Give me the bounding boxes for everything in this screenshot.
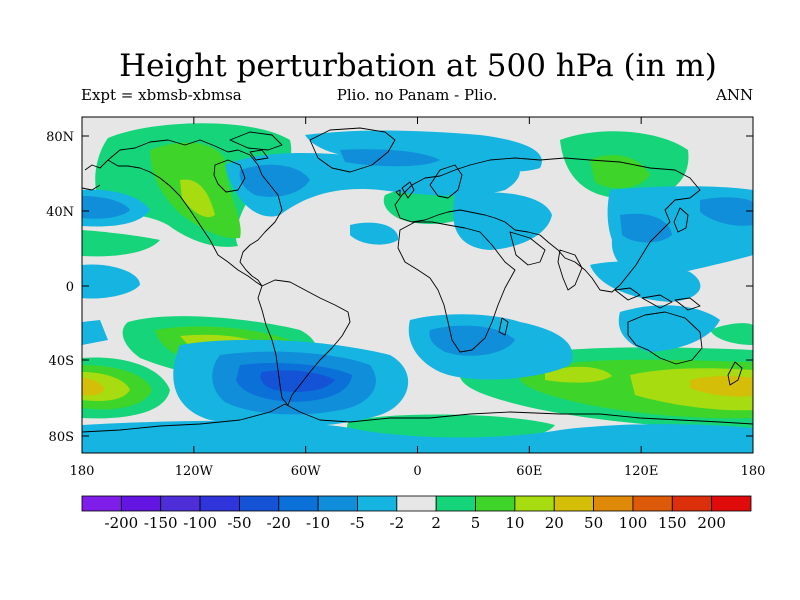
coastline-southeast-asia-islands [614,287,701,311]
coastline-alaska [82,159,109,191]
contour-fill [690,376,753,397]
colorbar-swatch [317,495,358,512]
colorbar-swatch [199,495,240,512]
contour-fill [82,264,140,299]
colorbar-swatch [671,495,713,512]
coastline-greenland [309,127,396,173]
longitude-axis: 180 120W 60W 0 60E 120E 180 [70,117,766,479]
colorbar-label: -20 [267,514,291,532]
contour-fill [239,164,310,197]
colorbar-label: -50 [227,514,251,532]
filled-contours [82,123,753,453]
contour-fill [82,230,160,257]
colorbar-label: 5 [471,514,481,532]
coastline-south-america [257,279,351,406]
colorbar-swatch [120,495,162,512]
colorbar-label: -2 [390,514,405,532]
contour-fill [82,378,104,396]
lon-label: 60E [516,464,542,479]
lat-label: 80S [49,430,74,445]
contour-fill [590,155,650,189]
colorbar-label: -100 [183,514,217,532]
colorbar-swatch [357,495,398,512]
colorbar-swatch [632,495,673,512]
coastline-japan [673,207,689,233]
latitude-axis: 80N 40N 0 40S 80S [46,130,753,445]
coastline-africa [397,221,516,353]
lon-label: 120E [624,464,658,479]
coastlines [82,127,753,433]
colorbar-label: 200 [697,514,726,532]
coastline-india [557,249,583,291]
colorbar-swatch [81,495,122,512]
colorbar-swatch [278,495,319,512]
contour-fill [545,366,612,383]
contour-fill [590,261,701,302]
colorbar-swatch [553,495,594,512]
lon-label: 60W [291,464,322,479]
coastline-madagascar [498,317,509,336]
contour-fill [700,197,753,226]
contour-fill [180,179,215,218]
map-panel: 80N 40N 0 40S 80S 180 120W 60W 0 60E 120E 180 [46,116,766,479]
contour-fill [225,153,520,217]
coastline-arctic-islands [229,131,283,161]
colorbar-label: -200 [105,514,139,532]
coastline-australia [627,311,703,365]
colorbar-swatch [711,495,752,512]
colorbar-swatch [435,495,476,512]
colorbar-swatch [514,495,555,512]
colorbar-label: 50 [584,514,603,532]
contour-fill [350,222,399,245]
colorbar-swatch [593,495,634,512]
contour-fill [82,196,130,219]
coastline-british-isles [395,181,415,199]
colorbar-swatch [160,495,201,512]
contour-fill [618,305,720,352]
comparison-label: Plio. no Panam - Plio. [336,86,498,104]
coastline-north-america [107,139,283,287]
colorbar-label: -10 [306,514,330,532]
coastline-arabia [509,231,546,266]
colorbar-swatch [239,495,280,512]
contour-fill [340,149,440,167]
lon-label: 120W [175,464,214,479]
lat-label: 40N [46,205,74,220]
colorbar-label: 20 [545,514,564,532]
season-label: ANN [716,86,754,104]
colorbar-label: -5 [350,514,365,532]
lon-label: 0 [413,464,421,479]
contour-fill [710,323,753,345]
colorbar-swatch [475,495,516,512]
colorbar-label: 2 [431,514,441,532]
contour-fill [82,320,108,345]
lat-label: 40S [49,354,74,369]
contour-fill [620,213,672,243]
coastline-eurasia [394,157,701,293]
plot-title: Height perturbation at 500 hPa (in m) [119,48,717,84]
colorbar-label: 10 [505,514,524,532]
colorbar-swatch [396,495,437,512]
lon-label: 180 [741,464,766,479]
lat-label: 0 [66,280,74,295]
colorbar-label: 100 [619,514,648,532]
lon-label: 180 [70,464,95,479]
coastline-antarctica [82,403,753,433]
colorbar-label: 150 [658,514,687,532]
experiment-label: Expt = xbmsb-xbmsa [81,86,242,104]
coastline-scandinavia [429,164,463,199]
contour-fill [82,420,753,453]
colorbar: -200 -150 -100 -50 -20 -10 -5 -2 2 5 10 20 50 100 150 2… [81,495,752,532]
coastline-hudson-bay [213,159,246,193]
lat-label: 80N [46,130,74,145]
colorbar-label: -150 [144,514,178,532]
coastline-new-zealand [727,361,743,386]
